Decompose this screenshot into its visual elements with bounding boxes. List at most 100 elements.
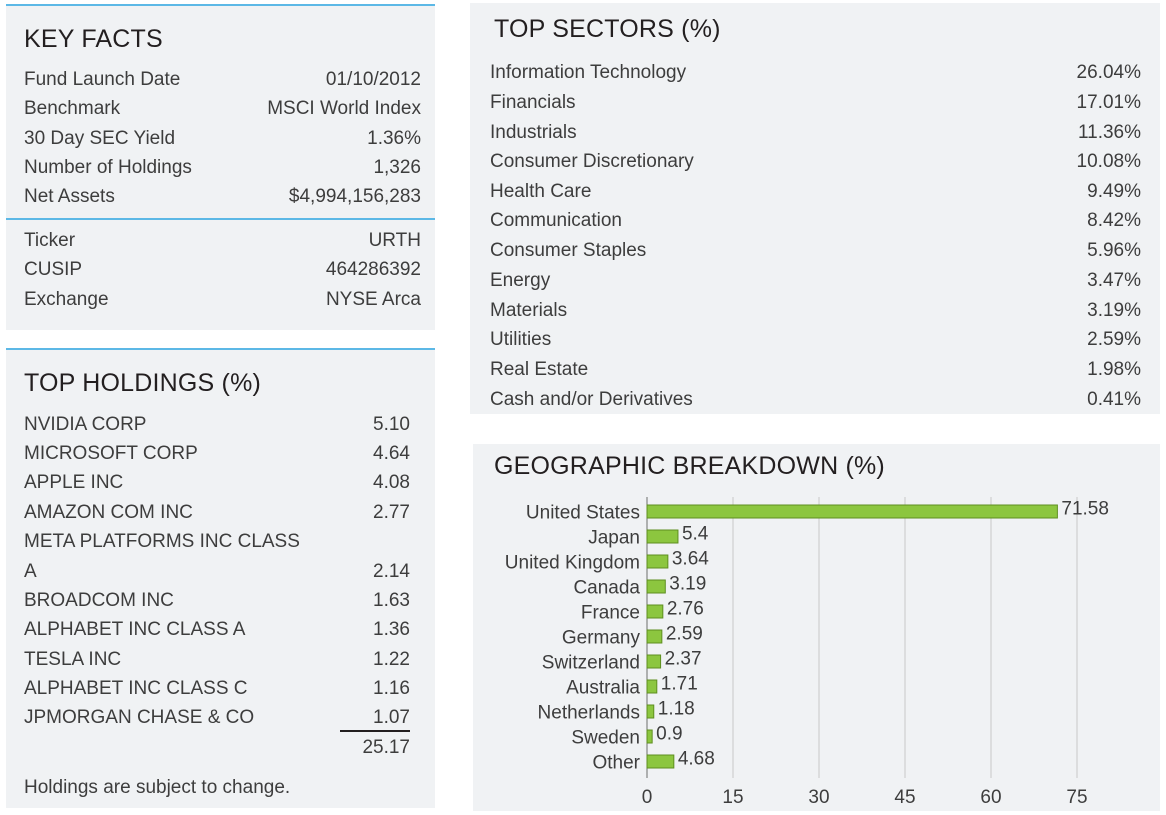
holding-name: A [24, 561, 37, 582]
top-sectors-title: TOP SECTORS (%) [494, 15, 721, 43]
x-tick-label: 15 [722, 787, 743, 808]
holding-weight: 1.63 [373, 590, 410, 611]
key-fact-value: 1.36% [367, 128, 421, 149]
key-fact-label: Net Assets [24, 186, 115, 207]
holding-name: ALPHABET INC CLASS A [24, 619, 246, 640]
sector-weight: 26.04% [1076, 62, 1141, 83]
sector-weight: 9.49% [1087, 181, 1141, 202]
x-tick-label: 45 [894, 787, 915, 808]
sector-weight: 2.59% [1087, 329, 1141, 350]
holding-weight: 2.77 [373, 502, 410, 523]
holding-weight: 1.07 [373, 707, 410, 728]
key-fact-label: 30 Day SEC Yield [24, 128, 176, 149]
x-tick-label: 75 [1066, 787, 1087, 808]
sector-weight: 11.36% [1077, 122, 1141, 143]
key-fact-value: 01/10/2012 [325, 69, 421, 90]
x-tick-label: 0 [642, 787, 653, 808]
category-label: Other [592, 753, 640, 774]
key-facts-divider [6, 218, 435, 220]
bar [646, 704, 655, 719]
key-fact-value: NYSE Arca [325, 289, 421, 310]
data-label: 5.4 [682, 524, 709, 545]
sector-name: Financials [490, 92, 576, 113]
holding-weight: 4.08 [373, 472, 410, 493]
category-label: Sweden [571, 728, 640, 749]
geographic-bar-chart: 0 15 30 45 60 75 United States 71.58 Japan 5.4 Uni… [505, 497, 1109, 808]
holding-name: META PLATFORMS INC CLASS [24, 531, 300, 552]
bar [646, 504, 1058, 519]
holding-weight: 1.36 [373, 619, 410, 640]
sector-name: Real Estate [490, 359, 589, 380]
top-holdings-panel: TOP HOLDINGS (%) NVIDIA CORP 5.10 MICROS… [6, 348, 435, 808]
holdings-footnote: Holdings are subject to change. [24, 777, 291, 798]
sector-weight: 8.42% [1087, 210, 1141, 231]
sector-name: Health Care [490, 181, 592, 202]
sector-weight: 3.47% [1087, 270, 1141, 291]
key-fact-label: Number of Holdings [24, 157, 192, 178]
bar [646, 679, 658, 694]
holding-name: JPMORGAN CHASE & CO [24, 707, 255, 728]
holding-name: MICROSOFT CORP [24, 443, 198, 464]
sector-name: Communication [490, 210, 622, 231]
bar [646, 629, 663, 644]
data-label: 0.9 [656, 724, 682, 745]
data-label: 2.76 [667, 599, 704, 620]
sector-name: Energy [490, 270, 551, 291]
data-label: 4.68 [678, 749, 715, 770]
geographic-breakdown-title: GEOGRAPHIC BREAKDOWN (%) [494, 452, 885, 480]
key-fact-label: Fund Launch Date [24, 69, 181, 90]
sector-name: Utilities [490, 329, 552, 350]
key-fact-label: CUSIP [24, 259, 83, 280]
key-fact-value: 1,326 [373, 157, 421, 178]
key-fact-value: URTH [368, 230, 421, 251]
bar [646, 754, 675, 769]
key-fact-value: $4,994,156,283 [288, 186, 421, 207]
holding-weight: 2.14 [373, 561, 410, 582]
sector-name: Information Technology [490, 62, 687, 83]
sector-weight: 5.96% [1087, 240, 1141, 261]
holding-weight: 5.10 [373, 414, 410, 435]
top-sectors-panel: TOP SECTORS (%) Information Technology 2… [470, 3, 1160, 414]
bar [646, 729, 653, 744]
sector-weight: 10.08% [1076, 151, 1141, 172]
sector-name: Consumer Staples [490, 240, 647, 261]
geographic-breakdown-panel: GEOGRAPHIC BREAKDOWN (%) 0 15 30 45 60 75 Unit… [473, 444, 1160, 811]
data-label: 1.18 [658, 699, 695, 720]
category-label: Switzerland [542, 653, 640, 674]
category-label: Germany [562, 628, 641, 649]
top-holdings-title: TOP HOLDINGS (%) [24, 369, 262, 397]
category-label: Canada [573, 578, 640, 599]
holdings-sum-rule [340, 730, 410, 732]
category-label: France [581, 603, 640, 624]
holding-weight: 1.22 [373, 649, 410, 670]
holding-weight: 4.64 [373, 443, 410, 464]
sector-name: Materials [490, 300, 568, 321]
key-fact-label: Ticker [24, 230, 76, 251]
holding-name: AMAZON COM INC [24, 502, 193, 523]
data-label: 71.58 [1061, 499, 1109, 520]
category-label: Netherlands [538, 703, 640, 724]
key-fact-value: MSCI World Index [267, 98, 421, 119]
sector-weight: 0.41% [1087, 389, 1141, 410]
data-label: 2.59 [666, 624, 703, 645]
holding-name: BROADCOM INC [24, 590, 174, 611]
bar [646, 554, 669, 569]
x-tick-label: 60 [980, 787, 1001, 808]
key-facts-title: KEY FACTS [24, 25, 163, 53]
holding-name: TESLA INC [24, 649, 122, 670]
key-fact-label: Benchmark [24, 98, 121, 119]
holding-name: ALPHABET INC CLASS C [24, 678, 248, 699]
key-fact-value: 464286392 [325, 259, 421, 280]
x-tick-label: 30 [808, 787, 829, 808]
holding-weight: 1.16 [373, 678, 410, 699]
bar [646, 529, 679, 544]
sector-weight: 1.98% [1087, 359, 1141, 380]
sector-weight: 17.01% [1076, 92, 1141, 113]
data-label: 3.64 [672, 549, 709, 570]
category-label: United Kingdom [505, 553, 640, 574]
sector-name: Consumer Discretionary [490, 151, 694, 172]
bar [646, 579, 666, 594]
sector-name: Cash and/or Derivatives [490, 389, 693, 410]
holdings-total: 25.17 [362, 737, 410, 758]
bar [646, 654, 662, 669]
